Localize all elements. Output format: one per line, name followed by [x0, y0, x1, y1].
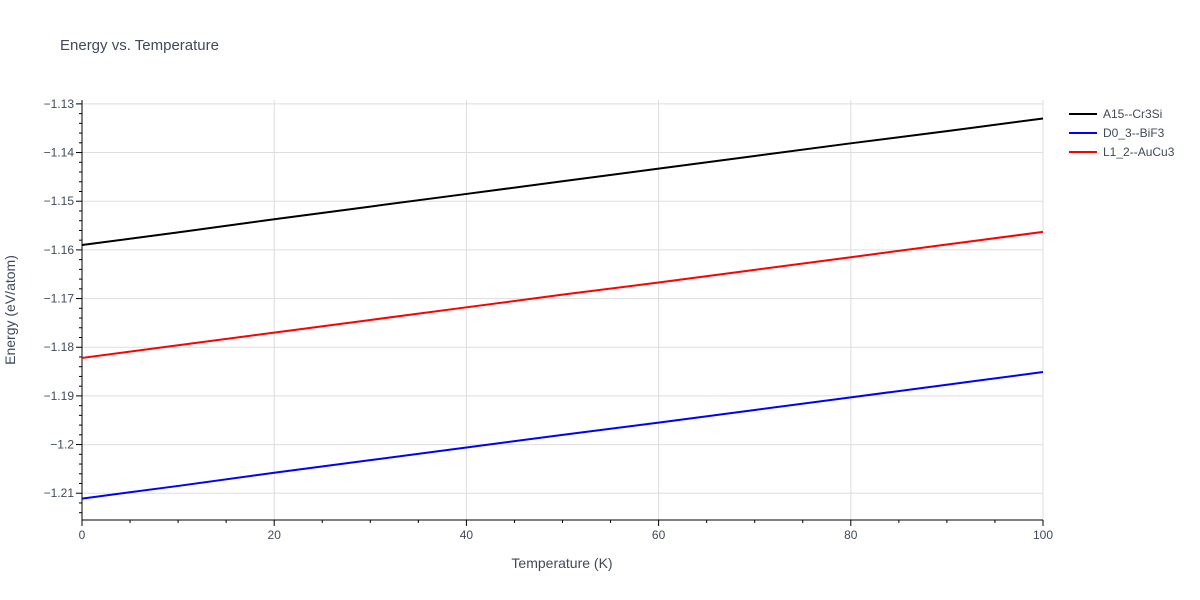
x-tick-label: 80 — [844, 528, 858, 542]
legend-label: A15--Cr3Si — [1103, 107, 1162, 121]
y-tick-label: −1.21 — [44, 486, 75, 500]
y-axis-title: Energy (eV/atom) — [2, 255, 18, 365]
legend[interactable]: A15--Cr3Si D0_3--BiF3 L1_2--AuCu3 — [1069, 107, 1175, 159]
x-tick-label: 40 — [460, 528, 474, 542]
legend-item-a15-cr3si[interactable]: A15--Cr3Si — [1069, 107, 1162, 121]
grid-layer — [82, 100, 1044, 520]
axis-layer — [76, 100, 1044, 526]
y-tick-label: −1.13 — [44, 97, 75, 111]
series-line-d0-3-bif3 — [81, 371, 1044, 500]
series-line-l1-2-aucu3 — [81, 230, 1044, 359]
y-tick-label: −1.16 — [44, 243, 75, 257]
y-tick-label: −1.17 — [44, 292, 75, 306]
x-tick-label: 60 — [652, 528, 666, 542]
x-tick-label: 20 — [268, 528, 282, 542]
series-layer — [81, 117, 1044, 500]
x-tick-label: 100 — [1033, 528, 1053, 542]
series-line-a15-cr3si — [81, 117, 1044, 247]
y-tick-label: −1.18 — [44, 340, 75, 354]
x-axis-title: Temperature (K) — [511, 555, 612, 571]
legend-label: L1_2--AuCu3 — [1103, 145, 1175, 159]
y-tick-label: −1.19 — [44, 389, 75, 403]
x-tick-label: 0 — [79, 528, 86, 542]
y-tick-label: −1.2 — [50, 438, 74, 452]
legend-label: D0_3--BiF3 — [1103, 126, 1165, 140]
tick-label-layer: 0 20 40 60 80 100 −1.21 −1.2 −1.19 −1.18 −1.17 −1.1… — [44, 97, 1054, 542]
chart-title: Energy vs. Temperature — [60, 37, 219, 54]
y-tick-label: −1.14 — [44, 146, 75, 160]
y-tick-label: −1.15 — [44, 194, 75, 208]
legend-item-d0-3-bif3[interactable]: D0_3--BiF3 — [1069, 126, 1165, 140]
legend-item-l1-2-aucu3[interactable]: L1_2--AuCu3 — [1069, 145, 1175, 159]
